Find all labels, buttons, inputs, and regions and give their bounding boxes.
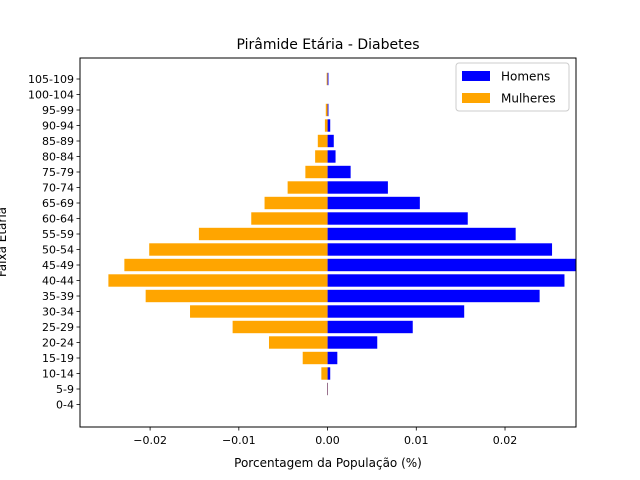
bar-mulheres-105-109 bbox=[326, 72, 328, 86]
bar-mulheres-30-34 bbox=[190, 305, 328, 318]
bar-mulheres-65-69 bbox=[264, 196, 328, 210]
y-tick-label-100-104: 100-104 bbox=[28, 89, 74, 102]
y-tick-label-85-89: 85-89 bbox=[42, 135, 74, 148]
bar-mulheres-25-29 bbox=[232, 320, 328, 334]
bar-mulheres-45-49 bbox=[124, 258, 328, 272]
bar-homens-105-109 bbox=[327, 72, 329, 86]
bar-mulheres-35-39 bbox=[145, 289, 328, 303]
y-tick-label-60-64: 60-64 bbox=[42, 213, 74, 226]
bar-mulheres-10-14 bbox=[321, 367, 328, 380]
y-tick-label-15-19: 15-19 bbox=[42, 352, 74, 365]
y-tick-label-65-69: 65-69 bbox=[42, 197, 74, 210]
y-tick-label-40-44: 40-44 bbox=[42, 275, 74, 288]
y-tick-label-90-94: 90-94 bbox=[42, 120, 74, 133]
y-tick-label-80-84: 80-84 bbox=[42, 151, 74, 164]
bar-homens-50-54 bbox=[327, 243, 553, 256]
bar-mulheres-20-24 bbox=[268, 336, 328, 349]
bar-homens-20-24 bbox=[327, 336, 378, 349]
y-tick-label-5-9: 5-9 bbox=[56, 383, 74, 396]
y-axis-label: Faixa Etária bbox=[0, 207, 9, 277]
bar-homens-95-99 bbox=[327, 103, 329, 117]
bar-mulheres-75-79 bbox=[305, 165, 328, 179]
y-tick-label-20-24: 20-24 bbox=[42, 337, 74, 350]
y-tick-label-30-34: 30-34 bbox=[42, 306, 74, 319]
bar-homens-30-34 bbox=[327, 305, 465, 318]
bar-mulheres-60-64 bbox=[251, 212, 328, 225]
bar-mulheres-90-94 bbox=[324, 119, 328, 132]
bar-mulheres-95-99 bbox=[325, 103, 328, 117]
y-tick-label-35-39: 35-39 bbox=[42, 290, 74, 303]
bar-homens-75-79 bbox=[327, 165, 351, 179]
bar-homens-85-89 bbox=[327, 134, 334, 148]
bar-homens-70-74 bbox=[327, 181, 388, 194]
x-axis-ticks: −0.02 −0.01 0.00 0.01 0.02 bbox=[133, 427, 517, 447]
bar-homens-35-39 bbox=[327, 289, 540, 303]
bars-group bbox=[108, 72, 576, 396]
legend-swatch-homens bbox=[462, 71, 490, 81]
y-tick-label-50-54: 50-54 bbox=[42, 244, 74, 257]
y-tick-label-45-49: 45-49 bbox=[42, 259, 74, 272]
legend-label-mulheres: Mulheres bbox=[501, 92, 556, 106]
y-tick-label-75-79: 75-79 bbox=[42, 166, 74, 179]
bar-mulheres-55-59 bbox=[198, 227, 328, 241]
bar-homens-60-64 bbox=[327, 212, 468, 225]
bar-homens-15-19 bbox=[327, 351, 338, 365]
x-tick-label: 0.02 bbox=[493, 434, 518, 447]
legend-label-homens: Homens bbox=[501, 70, 550, 84]
bar-mulheres-85-89 bbox=[317, 134, 328, 148]
y-tick-label-0-4: 0-4 bbox=[56, 399, 74, 412]
bar-homens-65-69 bbox=[327, 196, 420, 210]
y-tick-label-70-74: 70-74 bbox=[42, 182, 74, 195]
legend-swatch-mulheres bbox=[462, 93, 490, 103]
x-tick-label: −0.01 bbox=[222, 434, 256, 447]
bar-homens-90-94 bbox=[327, 119, 331, 132]
y-tick-label-95-99: 95-99 bbox=[42, 104, 74, 117]
x-tick-label: 0.00 bbox=[315, 434, 340, 447]
y-tick-label-105-109: 105-109 bbox=[28, 73, 74, 86]
bar-mulheres-40-44 bbox=[108, 274, 328, 287]
x-tick-label: 0.01 bbox=[404, 434, 429, 447]
bar-homens-10-14 bbox=[327, 367, 331, 380]
bar-homens-25-29 bbox=[327, 320, 413, 334]
y-tick-label-25-29: 25-29 bbox=[42, 321, 74, 334]
y-tick-label-55-59: 55-59 bbox=[42, 228, 74, 241]
bar-homens-80-84 bbox=[327, 150, 336, 163]
bar-homens-55-59 bbox=[327, 227, 516, 241]
y-tick-label-10-14: 10-14 bbox=[42, 368, 74, 381]
legend: Homens Mulheres bbox=[455, 62, 570, 112]
x-tick-label: −0.02 bbox=[133, 434, 167, 447]
x-axis-label: Porcentagem da População (%) bbox=[234, 456, 422, 470]
plot-frame bbox=[79, 57, 577, 428]
chart-title: Pirâmide Etária - Diabetes bbox=[236, 37, 419, 53]
bar-homens-45-49 bbox=[327, 258, 576, 272]
bar-mulheres-50-54 bbox=[149, 243, 328, 256]
y-axis-ticks: 0-4 5-9 10-14 15-19 20-24 25-29 30-34 35-39 40-4… bbox=[28, 73, 80, 412]
bar-mulheres-70-74 bbox=[287, 181, 328, 194]
bar-homens-40-44 bbox=[327, 274, 565, 287]
bar-mulheres-80-84 bbox=[315, 150, 328, 163]
bar-mulheres-15-19 bbox=[302, 351, 328, 365]
